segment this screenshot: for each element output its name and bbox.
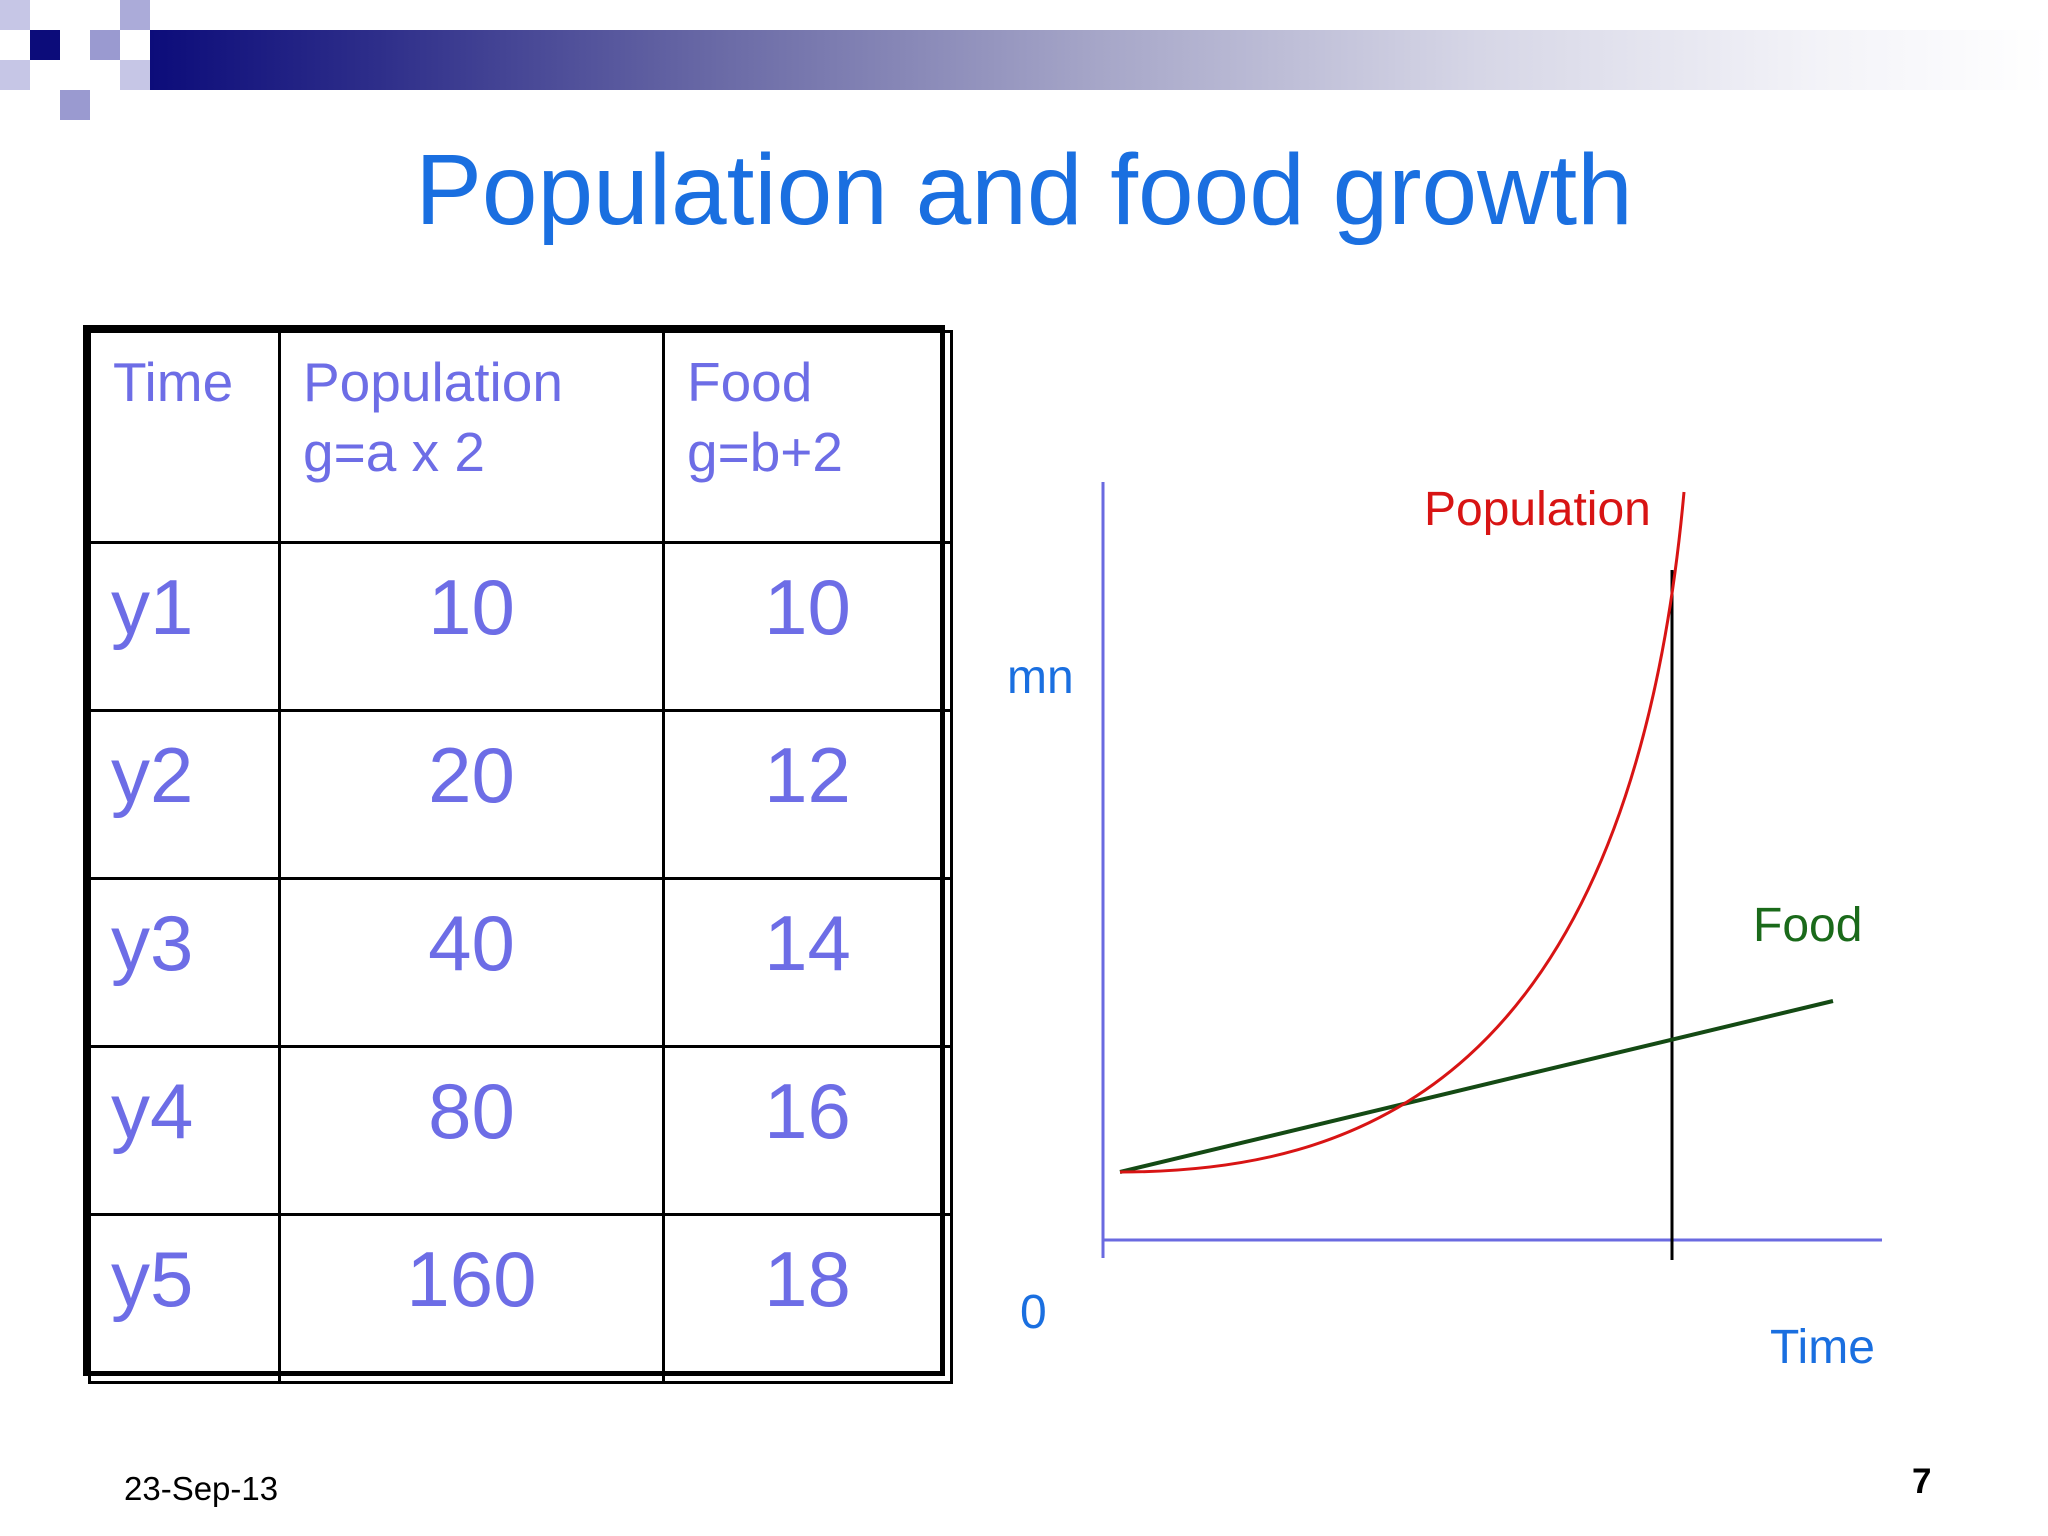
x-axis-label: Time bbox=[1770, 1321, 1875, 1374]
population-cell: 80 bbox=[278, 1045, 665, 1216]
population-cell: 160 bbox=[278, 1213, 665, 1384]
header-square-lavender-3 bbox=[60, 90, 90, 120]
food-cell: 12 bbox=[662, 709, 953, 880]
table-row: y1 10 10 bbox=[88, 541, 953, 712]
origin-label: 0 bbox=[1020, 1286, 1047, 1339]
food-cell: 10 bbox=[662, 541, 953, 712]
table-row: y4 80 16 bbox=[88, 1045, 953, 1216]
time-cell: y2 bbox=[88, 709, 281, 880]
footer-date: 23-Sep-13 bbox=[124, 1470, 279, 1507]
header-food-formula: g=b+2 bbox=[687, 421, 844, 483]
table-header-row: Time Population g=a x 2 Food g=b+2 bbox=[88, 330, 953, 544]
growth-table-grid: Time Population g=a x 2 Food g=b+2 y1 10… bbox=[88, 330, 953, 1384]
y-axis-label: mn bbox=[1007, 651, 1074, 704]
population-cell: 10 bbox=[278, 541, 665, 712]
food-line bbox=[1119, 999, 1834, 1174]
growth-table: Time Population g=a x 2 Food g=b+2 y1 10… bbox=[83, 325, 953, 1384]
slide-title: Population and food growth bbox=[415, 134, 1633, 246]
header-square-lavender-2 bbox=[120, 0, 150, 30]
table-row: y2 20 12 bbox=[88, 709, 953, 880]
time-cell: y5 bbox=[88, 1213, 281, 1384]
header-population-label: Population bbox=[303, 351, 563, 413]
header-square-pale-1 bbox=[0, 0, 30, 30]
header-gradient-bar bbox=[150, 30, 2048, 90]
food-cell: 18 bbox=[662, 1213, 953, 1384]
header-square-lavender-1 bbox=[90, 30, 120, 60]
population-cell: 40 bbox=[278, 877, 665, 1048]
header-square-pale-3 bbox=[0, 60, 30, 90]
header-square-navy bbox=[30, 30, 60, 60]
header-food-label: Food bbox=[687, 351, 813, 413]
growth-graph-svg bbox=[1101, 482, 1882, 1260]
page-number: 7 bbox=[1912, 1462, 1932, 1501]
table-row: y5 160 18 bbox=[88, 1213, 953, 1384]
population-curve bbox=[1119, 491, 1686, 1174]
growth-graph: mn 0 Time Population Food bbox=[990, 470, 1910, 1374]
table-row: y3 40 14 bbox=[88, 877, 953, 1048]
population-cell: 20 bbox=[278, 709, 665, 880]
time-cell: y4 bbox=[88, 1045, 281, 1216]
header-square-pale-4 bbox=[120, 60, 150, 90]
time-cell: y3 bbox=[88, 877, 281, 1048]
header-cell-food: Food g=b+2 bbox=[662, 330, 953, 544]
food-cell: 14 bbox=[662, 877, 953, 1048]
header-cell-population: Population g=a x 2 bbox=[278, 330, 665, 544]
food-line-label: Food bbox=[1753, 899, 1863, 952]
header-time-label: Time bbox=[113, 351, 234, 413]
time-cell: y1 bbox=[88, 541, 281, 712]
header-population-formula: g=a x 2 bbox=[303, 421, 485, 483]
food-cell: 16 bbox=[662, 1045, 953, 1216]
population-curve-label: Population bbox=[1424, 483, 1651, 536]
header-cell-time: Time bbox=[88, 330, 281, 544]
